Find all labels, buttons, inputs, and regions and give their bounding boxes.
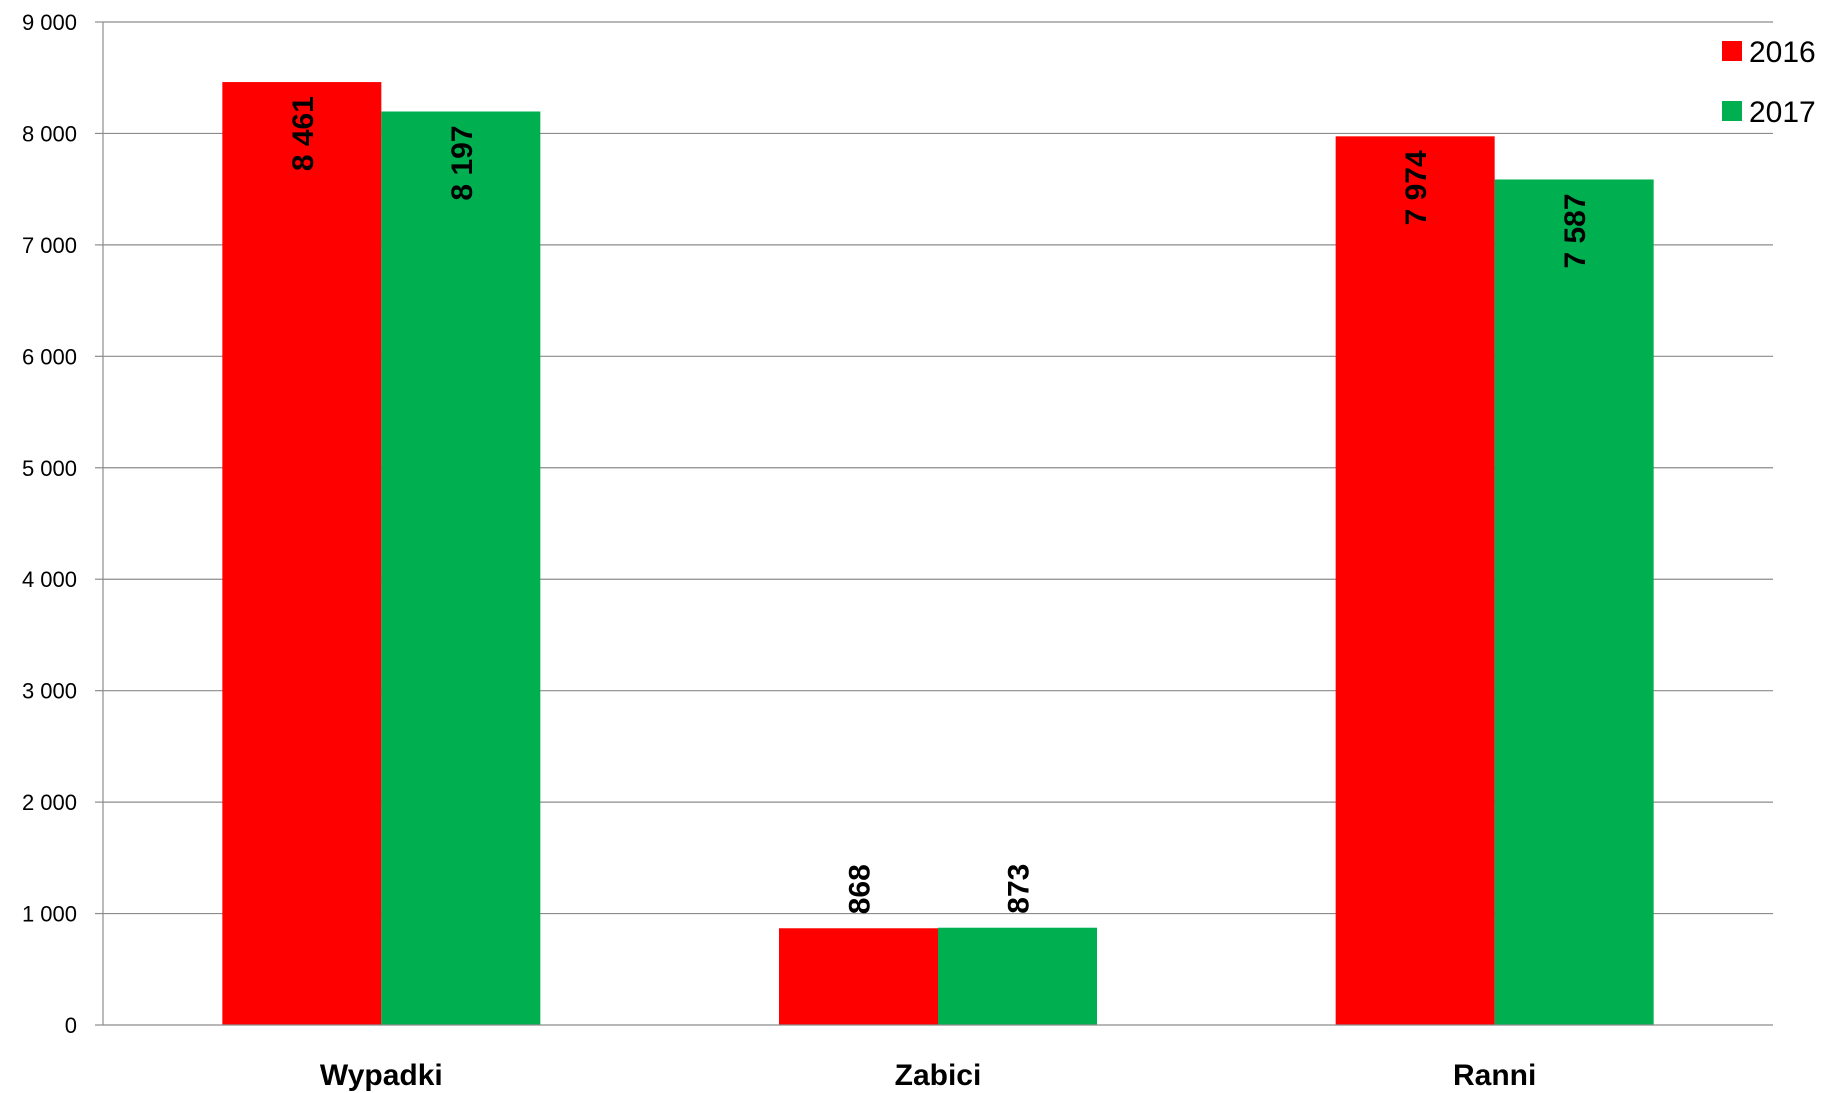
category-labels: Wypadki Zabici Ranni [320, 1059, 1536, 1092]
y-tick-label: 2 000 [22, 790, 77, 815]
legend-swatch-2017 [1722, 101, 1742, 121]
category-label: Wypadki [320, 1059, 443, 1092]
bars [222, 82, 1654, 1026]
axes [102, 22, 1773, 1026]
y-tick-label: 4 000 [22, 567, 77, 592]
category-label: Zabici [895, 1059, 982, 1092]
y-tick-label: 7 000 [22, 233, 77, 258]
y-tick-label: 5 000 [22, 456, 77, 481]
data-label: 7 974 [1400, 150, 1433, 225]
y-tick-label: 1 000 [22, 902, 77, 927]
bar-2016-ranni [1335, 136, 1495, 1026]
data-label: 8 461 [287, 96, 320, 171]
data-label: 8 197 [446, 125, 479, 200]
y-tick-label: 0 [65, 1013, 77, 1038]
legend: 2016 2017 [1722, 36, 1816, 129]
data-label: 7 587 [1559, 193, 1592, 268]
legend-label-2016: 2016 [1749, 36, 1816, 69]
y-axis-ticks: 0 1 000 2 000 3 000 4 000 5 000 6 000 7 000 8 00… [22, 10, 103, 1038]
y-tick-label: 9 000 [22, 10, 77, 35]
legend-label-2017: 2017 [1749, 96, 1816, 129]
bar-2017-wypadki [381, 111, 541, 1026]
data-label: 868 [844, 864, 877, 914]
bar-2017-ranni [1494, 179, 1654, 1025]
data-label: 873 [1003, 864, 1036, 914]
bar-2016-zabici [779, 928, 938, 1025]
y-tick-label: 3 000 [22, 679, 77, 704]
bar-2017-zabici [938, 927, 1097, 1025]
y-tick-label: 6 000 [22, 344, 77, 369]
data-labels: 8 461 8 197 868 873 7 974 7 587 [287, 96, 1592, 914]
legend-swatch-2016 [1722, 41, 1742, 61]
bar-2016-wypadki [222, 82, 382, 1026]
category-label: Ranni [1453, 1059, 1536, 1092]
y-tick-label: 8 000 [22, 121, 77, 146]
